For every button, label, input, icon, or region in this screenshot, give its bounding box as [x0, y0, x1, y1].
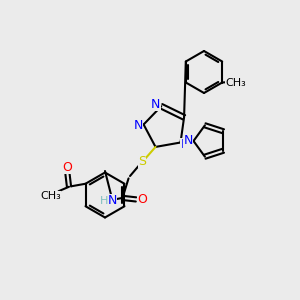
Text: S: S [138, 155, 146, 168]
Text: H: H [100, 196, 109, 206]
Text: N: N [180, 137, 190, 151]
Text: CH₃: CH₃ [40, 191, 61, 201]
Text: N: N [183, 134, 193, 148]
Text: N: N [134, 119, 143, 133]
Text: O: O [63, 161, 73, 174]
Text: N: N [108, 194, 117, 207]
Text: O: O [137, 193, 147, 206]
Text: CH₃: CH₃ [225, 77, 246, 88]
Text: N: N [151, 98, 160, 111]
